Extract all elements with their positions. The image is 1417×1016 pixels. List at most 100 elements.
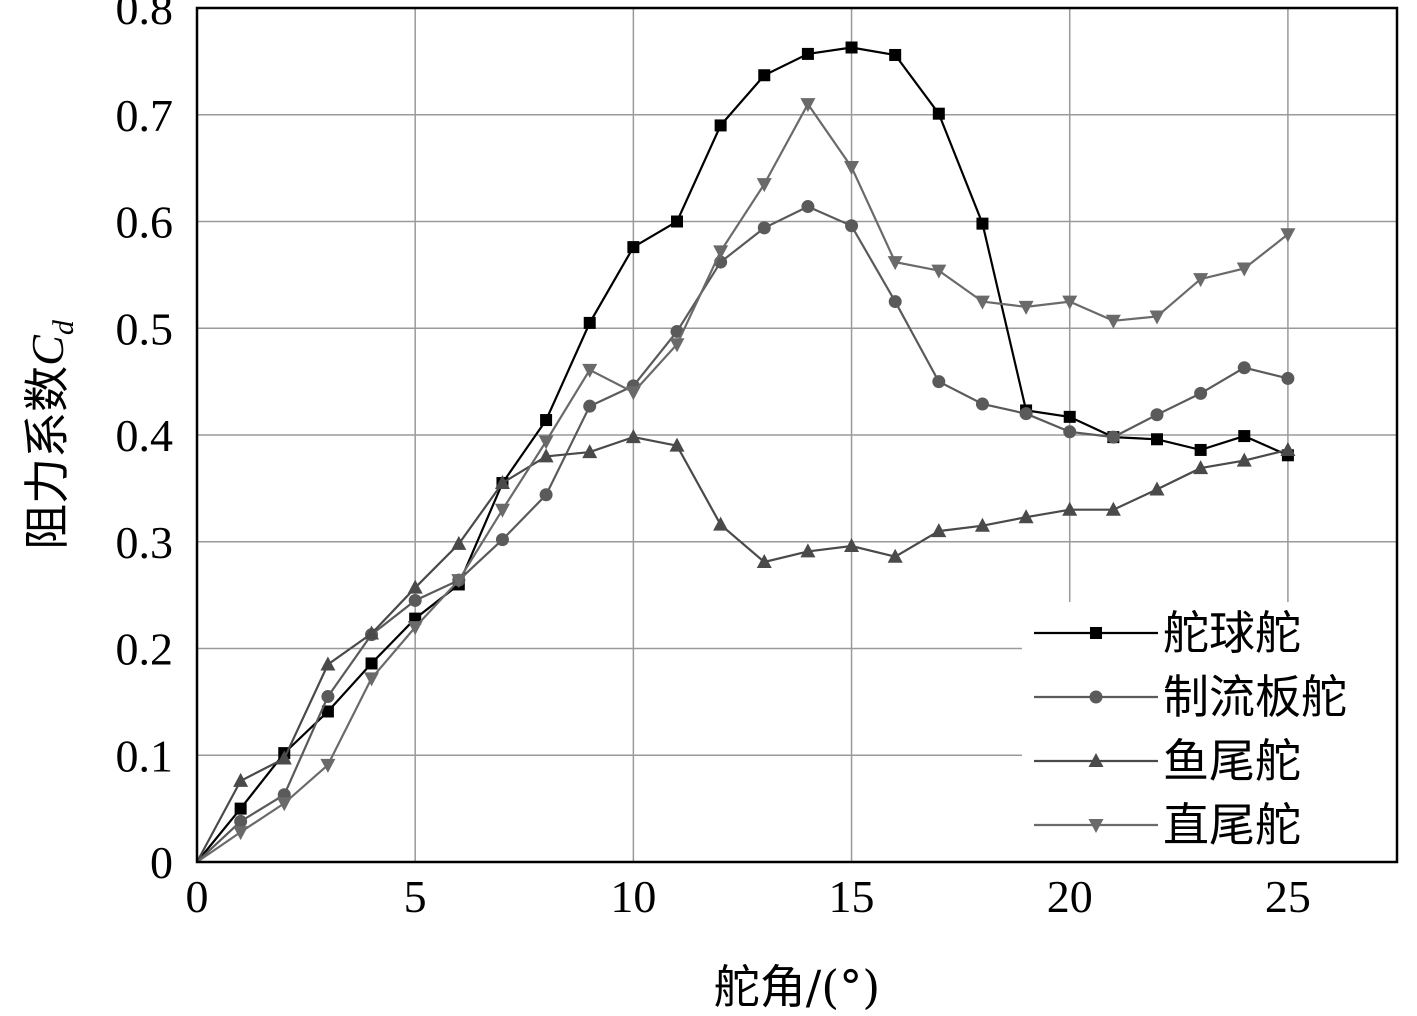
data-point (1106, 430, 1120, 444)
data-point (801, 47, 814, 60)
legend-item: 直尾舵 (1034, 798, 1301, 852)
data-point (1236, 452, 1252, 467)
data-point (494, 503, 510, 518)
legend-label: 舵球舵 (1163, 606, 1301, 660)
data-point (800, 98, 816, 113)
data-point (1062, 295, 1078, 310)
data-point (714, 119, 727, 132)
data-point (974, 295, 990, 310)
x-tick-label: 10 (610, 871, 656, 922)
data-point (1193, 460, 1209, 475)
y-tick-label: 0.5 (116, 303, 174, 354)
x-tick-labels: 0 5 10 15 20 25 (186, 871, 1311, 922)
data-point (671, 215, 683, 228)
data-point (233, 772, 249, 787)
x-tick-label: 5 (404, 871, 427, 922)
data-point (887, 548, 903, 563)
data-point (321, 690, 335, 704)
data-point (758, 69, 771, 82)
data-point (364, 625, 380, 640)
data-point (1151, 433, 1163, 446)
data-point (234, 814, 248, 828)
data-point (233, 826, 249, 841)
data-point (931, 523, 947, 538)
y-axis-title-subscript: d (47, 319, 80, 335)
data-point (538, 448, 554, 463)
legend-label: 鱼尾舵 (1163, 734, 1301, 788)
data-point (1194, 386, 1208, 400)
data-point (540, 414, 553, 427)
data-point (1089, 690, 1103, 704)
y-axis-title: 阻力系数Cd (20, 319, 80, 550)
series-layer (196, 41, 1296, 863)
data-point (976, 217, 989, 230)
data-point (974, 517, 990, 532)
data-point (1105, 314, 1121, 329)
data-point (582, 363, 598, 378)
data-point (1018, 509, 1034, 524)
data-point (888, 295, 902, 309)
data-point (932, 107, 945, 120)
data-point (669, 338, 685, 353)
data-point (1063, 410, 1076, 423)
data-point (276, 797, 292, 812)
data-point (800, 543, 816, 558)
data-point (844, 538, 860, 553)
y-tick-label: 0.4 (116, 410, 174, 461)
data-point (887, 256, 903, 271)
data-point (625, 386, 641, 401)
legend-label: 制流板舵 (1163, 670, 1347, 724)
data-point (931, 264, 947, 279)
data-point (625, 429, 641, 444)
data-point (801, 200, 815, 214)
data-point (583, 316, 596, 329)
y-tick-label: 0.6 (116, 197, 174, 248)
data-point (408, 593, 422, 607)
series-line (196, 435, 1289, 863)
data-point (713, 245, 729, 260)
data-point (889, 48, 902, 61)
plot-frame (195, 6, 1399, 864)
series-line (196, 205, 1289, 863)
legend-background (1022, 602, 1397, 862)
data-point (234, 802, 247, 815)
data-point (582, 444, 598, 459)
data-point (1280, 228, 1296, 243)
data-point (1088, 819, 1104, 833)
data-point (845, 41, 858, 54)
data-point (1237, 361, 1251, 375)
y-tick-label: 0.2 (116, 624, 174, 675)
data-point (321, 705, 334, 718)
y-tick-label: 0.8 (116, 0, 174, 34)
data-point (1281, 371, 1295, 385)
legend-item: 制流板舵 (1034, 670, 1347, 724)
data-point (320, 656, 336, 671)
data-point (1280, 441, 1296, 456)
y-axis-title-text: 阻力系数 (20, 366, 74, 550)
data-point (1149, 481, 1165, 496)
data-point (1062, 501, 1078, 516)
data-point (669, 437, 685, 452)
y-axis-title-symbol: C (22, 334, 73, 366)
data-point (756, 554, 772, 569)
series-line (196, 102, 1289, 863)
data-point (539, 488, 553, 502)
data-point (975, 397, 989, 411)
data-point (1149, 310, 1165, 325)
data-point (932, 375, 946, 389)
x-tick-label: 25 (1265, 871, 1311, 922)
data-point (1194, 443, 1207, 456)
data-point (407, 621, 423, 636)
y-tick-label: 0 (150, 837, 173, 888)
data-point (627, 241, 640, 254)
y-tick-labels: 0 0.1 0.2 0.3 0.4 0.5 0.6 0.7 0.8 (116, 0, 174, 888)
series-line (196, 46, 1289, 863)
y-tick-label: 0.3 (116, 517, 174, 568)
data-point (713, 516, 729, 531)
data-point (1063, 425, 1077, 439)
data-point (1150, 408, 1164, 422)
data-point (1236, 262, 1252, 277)
data-point (757, 221, 771, 235)
data-point (1088, 753, 1104, 767)
